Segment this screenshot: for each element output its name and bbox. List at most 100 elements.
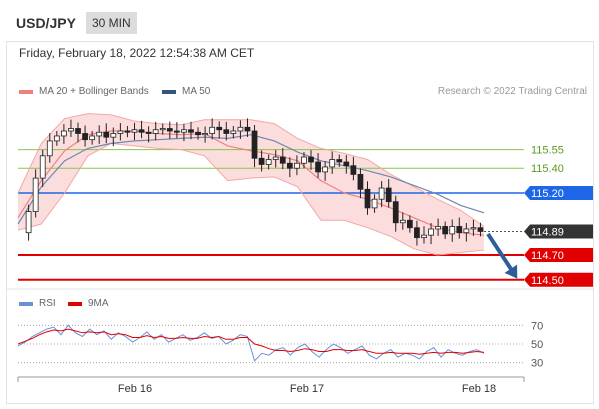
rsi-line [17, 324, 485, 362]
level-label-115.40: 115.40 [531, 163, 564, 175]
candle-body [145, 131, 152, 134]
candle-body [216, 126, 223, 131]
bollinger-swatch [19, 89, 33, 94]
legend-ma50-label: MA 50 [182, 86, 211, 97]
x-tick-label-feb-16: Feb 16 [118, 383, 152, 395]
candle-body [470, 227, 477, 230]
candle-body [294, 162, 300, 169]
legend-ma50: MA 50 [162, 86, 210, 97]
target-label-114.70: 114.70 [531, 250, 564, 262]
candle-body [322, 166, 329, 173]
pivot-label: 115.20 [531, 188, 564, 200]
candle-body [195, 131, 201, 136]
projection-arrow-shaft [486, 232, 516, 275]
last-price-tag [524, 224, 593, 239]
candle-body [68, 128, 74, 132]
ma50-line [17, 134, 485, 225]
candle-body [110, 133, 117, 138]
x-tick-label-feb-17: Feb 17 [290, 383, 324, 395]
bollinger-lower-line [17, 142, 485, 256]
candle-body [265, 159, 272, 165]
candle-body [272, 156, 279, 160]
candle-body [406, 219, 413, 229]
candle-body [336, 159, 343, 163]
candle-body [399, 219, 406, 224]
candle-body [209, 126, 216, 134]
legend-bollinger-label: MA 20 + Bollinger Bands [39, 86, 149, 97]
candle-body [188, 129, 194, 133]
rsi-tick-30: 30 [531, 358, 543, 370]
candle-body [82, 133, 88, 141]
candle-body [371, 198, 378, 209]
candle-body [251, 130, 258, 159]
timeframe-badge[interactable]: 30 MIN [86, 12, 137, 34]
legend-9ma: 9MA [68, 298, 109, 309]
candle-body [173, 130, 180, 133]
candle-body [329, 159, 336, 168]
legend-rsi: RSI [19, 298, 56, 309]
candle-body [202, 133, 208, 136]
candle-body [223, 129, 230, 134]
candle-body [477, 227, 484, 232]
candle-body [152, 129, 159, 134]
candle-body [61, 130, 67, 137]
legend-bollinger: MA 20 + Bollinger Bands [19, 86, 149, 97]
candle-body [96, 131, 103, 137]
candle-body [301, 156, 307, 164]
candle-body [53, 135, 60, 142]
candle-body [117, 130, 124, 134]
target-tag-114.70 [524, 248, 593, 262]
rsi-ma-line [17, 328, 485, 355]
candle-body [428, 228, 434, 236]
candle-body [89, 135, 96, 141]
candle-body [449, 226, 456, 235]
candle-body [103, 131, 110, 138]
candle-body [385, 187, 392, 203]
candle-body [364, 188, 371, 209]
candle-body [46, 140, 53, 157]
chart-header: USD/JPY 30 MIN [6, 6, 594, 42]
candle-body [350, 165, 357, 175]
target-label-114.50: 114.50 [531, 275, 564, 287]
bollinger-band-area [18, 113, 484, 255]
candle-body [435, 226, 441, 230]
candle-body [230, 130, 237, 134]
candle-body [138, 129, 145, 133]
candle-body [75, 128, 81, 134]
candle-body [378, 187, 385, 200]
x-tick-label-feb-18: Feb 18 [462, 383, 496, 395]
candle-body [258, 157, 265, 165]
rsi-tick-50: 50 [531, 339, 543, 351]
candles-group [25, 118, 484, 246]
rsi-tick-70: 70 [531, 320, 543, 332]
ma50-swatch [162, 89, 176, 94]
candle-body [414, 227, 420, 239]
chart-frame [6, 6, 594, 404]
candle-body [237, 126, 244, 132]
candle-body [421, 234, 427, 239]
candle-body [442, 226, 449, 235]
candle-body [286, 162, 293, 169]
legend-9ma-label: 9MA [88, 298, 109, 309]
candle-body [131, 129, 138, 133]
legend-rsi-label: RSI [39, 298, 56, 309]
candle-body [166, 128, 173, 132]
pivot-tag [524, 186, 593, 200]
candle-body [456, 226, 463, 234]
last-price-label: 114.89 [531, 226, 564, 238]
candle-body [279, 156, 286, 164]
candle-body [159, 128, 166, 131]
level-label-115.55: 115.55 [531, 145, 564, 157]
timestamp-line: Friday, February 18, 2022 12:54:38 AM CE… [19, 46, 255, 60]
candle-body [463, 228, 470, 234]
candle-body [244, 126, 251, 132]
candle-body [32, 177, 39, 212]
candle-body [392, 201, 399, 224]
candle-body [39, 155, 46, 179]
target-tag-114.50 [524, 272, 593, 287]
symbol-title: USD/JPY [16, 15, 76, 31]
candle-body [357, 173, 364, 190]
candle-body [343, 161, 350, 167]
candle-body [315, 161, 321, 173]
